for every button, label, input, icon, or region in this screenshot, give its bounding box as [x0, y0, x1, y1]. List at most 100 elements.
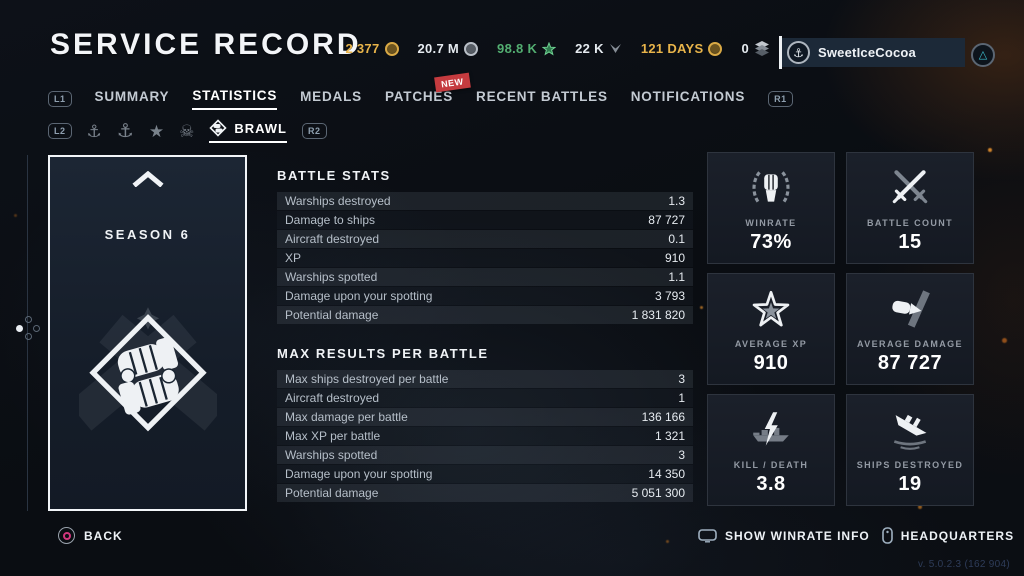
currency-signals: 0 [741, 41, 770, 56]
currency-value: 2 377 [345, 41, 380, 56]
tile-ships-destroyed: SHIPS DESTROYED 19 [846, 394, 974, 506]
season-card[interactable]: SEASON 6 [48, 155, 247, 511]
stat-row: Damage upon your spotting 14 350 [277, 465, 693, 483]
anchor-icon[interactable]: ⚓ [86, 121, 102, 141]
stat-value: 1 321 [654, 429, 685, 443]
stat-value: 3 [678, 448, 685, 462]
tile-value: 3.8 [756, 473, 786, 495]
show-winrate-info-button[interactable]: SHOW WINRATE INFO [698, 529, 870, 543]
stat-value: 1.3 [668, 194, 685, 208]
tab-statistics[interactable]: STATISTICS [192, 88, 278, 110]
gauntlets-icon [209, 119, 227, 137]
tab-summary[interactable]: SUMMARY [94, 89, 170, 104]
stat-row: Aircraft destroyed 0.1 [277, 230, 693, 248]
tab-medals[interactable]: MEDALS [300, 89, 362, 104]
stats-column: BATTLE STATS Warships destroyed 1.3 Damag… [277, 168, 693, 503]
stat-value: 3 793 [654, 289, 685, 303]
tab-recent-battles[interactable]: RECENT BATTLES [476, 89, 608, 104]
fouled-anchor-icon[interactable]: ⚓ [116, 120, 134, 142]
stat-label: Damage to ships [285, 213, 376, 227]
tab-patches[interactable]: PATCHES NEW [385, 72, 470, 109]
tile-value: 19 [898, 473, 922, 495]
stat-label: Aircraft destroyed [285, 232, 380, 246]
stat-value: 1 [678, 391, 685, 405]
touchpad-press-icon [698, 528, 717, 542]
skull-icon[interactable]: ☠ [179, 121, 195, 141]
headquarters-label: HEADQUARTERS [900, 528, 1015, 543]
tile-label: BATTLE COUNT [866, 218, 954, 228]
stat-label: Max XP per battle [285, 429, 381, 443]
dpad-icon [16, 316, 40, 340]
stat-label: Potential damage [285, 486, 379, 500]
currency-premium-time: 121 DAYS [641, 41, 723, 56]
free-xp-chevron-icon [609, 43, 621, 53]
headquarters-button[interactable]: HEADQUARTERS [881, 527, 1015, 544]
currency-credits: 20.7 M [418, 41, 479, 56]
stat-label: Max damage per battle [285, 410, 408, 424]
stat-value: 14 350 [648, 467, 685, 481]
tile-winrate: WINRATE 73% [707, 152, 835, 264]
stat-label: Potential damage [285, 308, 379, 322]
tile-value: 910 [753, 352, 789, 374]
stat-value: 3 [678, 372, 685, 386]
stat-label: Warships spotted [285, 448, 378, 462]
green-star-icon [542, 41, 557, 56]
max-results-table: Max ships destroyed per battle 3 Aircraft… [277, 370, 693, 502]
player-bar[interactable]: ⚓ SweetIceCocoa [779, 36, 965, 69]
star-icon [752, 290, 790, 327]
stat-value: 1.1 [668, 270, 685, 284]
ps-circle-button-icon [58, 527, 75, 544]
stat-label: Aircraft destroyed [285, 391, 380, 405]
ps-triangle-button-icon[interactable]: △ [971, 43, 995, 67]
dpad-up [24, 316, 32, 323]
tile-label: AVERAGE XP [734, 339, 808, 349]
gold-coin-icon [384, 41, 399, 56]
currency-bar: 2 377 20.7 M 98.8 K 22 K 121 DAYS 0 [0, 41, 770, 56]
tile-average-damage: AVERAGE DAMAGE 87 727 [846, 273, 974, 385]
ember-particle [988, 148, 992, 152]
premium-time-coin-icon [708, 41, 723, 56]
ember-particle [14, 214, 17, 217]
season-title: SEASON 6 [104, 227, 191, 242]
wreath-fist-icon [752, 171, 790, 205]
summary-tiles: WINRATE 73% BATTLE COUNT 15 [707, 152, 974, 506]
stat-row: Aircraft destroyed 1 [277, 389, 693, 407]
brawl-season-emblem [78, 307, 217, 432]
chevron-up-icon[interactable] [131, 171, 165, 187]
currency-value: 22 K [575, 41, 604, 56]
stat-row: Potential damage 1 831 820 [277, 306, 693, 324]
battle-stats-table: Warships destroyed 1.3 Damage to ships 87 … [277, 192, 693, 324]
stat-row: Max ships destroyed per battle 3 [277, 370, 693, 388]
stat-row: Max XP per battle 1 321 [277, 427, 693, 445]
dpad-down [24, 333, 32, 340]
currency-value: 98.8 K [497, 41, 538, 56]
shell-icon [892, 290, 930, 328]
tile-value: 15 [898, 231, 922, 253]
stat-label: Max ships destroyed per battle [285, 372, 449, 386]
stat-row: Max damage per battle 136 166 [277, 408, 693, 426]
currency-free-xp: 22 K [575, 41, 622, 56]
stat-label: Damage upon your spotting [285, 289, 433, 303]
stat-row: XP 910 [277, 249, 693, 267]
currency-value: 20.7 M [417, 41, 460, 56]
version-text: v. 5.0.2.3 (162 904) [918, 559, 1010, 570]
stat-row: Damage to ships 87 727 [277, 211, 693, 229]
stat-row: Warships spotted 1.1 [277, 268, 693, 286]
tile-battle-count: BATTLE COUNT 15 [846, 152, 974, 264]
stat-label: Damage upon your spotting [285, 467, 433, 481]
page-title: SERVICE RECORD [50, 28, 362, 61]
star-wreath-icon[interactable]: ★ [148, 121, 165, 141]
stat-value: 0.1 [668, 232, 685, 246]
tab-bar: L1 SUMMARY STATISTICS MEDALS PATCHES NEW… [48, 72, 793, 110]
stat-value: 1 831 820 [631, 308, 685, 322]
ember-particle [666, 540, 669, 543]
footer-actions: SHOW WINRATE INFO HEADQUARTERS [698, 527, 1014, 544]
subtab-brawl[interactable]: BRAWL [209, 119, 287, 143]
back-button[interactable]: BACK [58, 527, 123, 544]
stat-value: 136 166 [641, 410, 685, 424]
tab-notifications[interactable]: NOTIFICATIONS [630, 89, 746, 104]
ship-lightning-icon [753, 412, 789, 446]
tile-label: KILL / DEATH [733, 460, 809, 470]
r1-bumper-icon: R1 [768, 91, 793, 107]
stat-row: Potential damage 5 051 300 [277, 484, 693, 502]
